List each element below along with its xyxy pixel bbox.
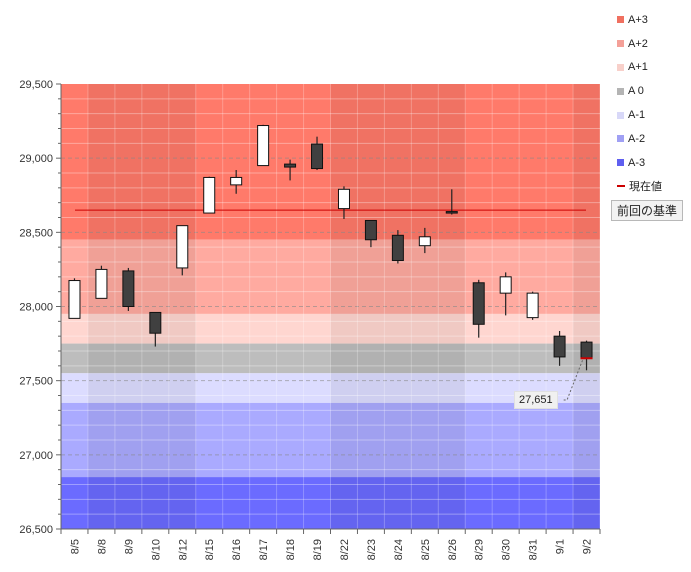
previous-basis-button[interactable]: 前回の基準 (611, 200, 683, 221)
candle-body (337, 188, 350, 210)
x-tick-label: 9/1 (555, 539, 567, 554)
legend-label: A-2 (628, 132, 646, 145)
legend-item-a-plus-3[interactable]: A+3 (617, 8, 662, 32)
legend-swatch-a-minus-3 (617, 159, 624, 167)
candle-body (230, 176, 243, 186)
candle-body (364, 219, 377, 241)
x-tick-label: 8/8 (96, 539, 108, 554)
candle-body (391, 234, 404, 262)
x-tick-label: 8/29 (474, 539, 486, 560)
x-tick-label: 8/22 (339, 539, 351, 560)
legend-swatch-a-plus-1 (617, 63, 624, 71)
x-tick-label: 8/18 (285, 539, 297, 560)
legend-item-a-minus-2[interactable]: A-2 (617, 127, 662, 151)
band-aplus3 (61, 84, 600, 240)
x-tick-label: 8/15 (204, 539, 216, 560)
x-tick-label: 8/5 (69, 539, 81, 554)
band-a0 (61, 343, 600, 374)
candle-layer (68, 124, 593, 371)
legend-swatch-a-minus-2 (617, 135, 624, 143)
current-price-layer (562, 357, 593, 401)
legend-item-a-plus-1[interactable]: A+1 (617, 56, 662, 80)
candle-body (499, 276, 512, 294)
x-tick-label: 8/25 (420, 539, 432, 560)
x-tick-label: 8/12 (177, 539, 189, 560)
legend-swatch-a-plus-3 (617, 16, 624, 24)
candle-body (472, 282, 485, 325)
current-price-tag: 27,651 (514, 391, 558, 409)
band-aminus3 (61, 477, 600, 529)
legend-swatch-current-price (617, 185, 625, 188)
candle-body (445, 211, 458, 214)
band-aminus2 (61, 402, 600, 478)
legend: A+3 A+2 A+1 A 0 A-1 A-2 A-3 現在値 (617, 8, 662, 198)
candle-body (257, 125, 270, 167)
candle-body (553, 335, 566, 358)
x-tick-label: 8/9 (123, 539, 135, 554)
candle-body (203, 176, 216, 214)
x-tick-label: 9/2 (582, 539, 594, 554)
y-tick-label: 26,500 (19, 524, 53, 536)
legend-label: A+3 (628, 13, 648, 26)
candle-body (418, 236, 431, 247)
legend-label: A 0 (628, 85, 644, 98)
legend-label: A+2 (628, 37, 648, 50)
candle-body (149, 311, 162, 334)
y-tick-label: 29,500 (19, 79, 53, 91)
legend-label: A+1 (628, 61, 648, 74)
x-tick-label: 8/10 (150, 539, 162, 560)
legend-item-current-price[interactable]: 現在値 (617, 175, 662, 199)
legend-label: 現在値 (629, 181, 662, 194)
y-tick-label: 27,000 (19, 450, 53, 462)
x-tick-label: 8/17 (258, 539, 270, 560)
x-tick-label: 8/24 (393, 539, 405, 560)
grid-layer (60, 84, 601, 529)
y-tick-label: 28,000 (19, 302, 53, 314)
legend-item-a-plus-2[interactable]: A+2 (617, 32, 662, 56)
legend-item-a-minus-1[interactable]: A-1 (617, 103, 662, 127)
candle-body (122, 270, 135, 307)
current-price-leader (562, 360, 583, 401)
candle-body (526, 292, 539, 319)
x-tick-label: 8/31 (528, 539, 540, 560)
x-tick-label: 8/23 (366, 539, 378, 560)
x-tick-label: 8/30 (501, 539, 513, 560)
y-tick-label: 27,500 (19, 376, 53, 388)
legend-item-a-minus-3[interactable]: A-3 (617, 151, 662, 175)
candle-body (284, 163, 297, 168)
x-tick-label: 8/26 (447, 539, 459, 560)
legend-swatch-a-plus-2 (617, 40, 624, 48)
legend-swatch-a-0 (617, 87, 624, 95)
candle-body (311, 143, 324, 170)
legend-label: A-3 (628, 156, 646, 169)
candle-body (580, 341, 593, 359)
x-tick-label: 8/19 (312, 539, 324, 560)
candle-body (68, 280, 81, 319)
legend-label: A-1 (628, 109, 646, 122)
legend-item-a-0[interactable]: A 0 (617, 79, 662, 103)
axis-layer: 26,500 27,000 27,500 28,000 28,500 29,000 29,5… (19, 79, 601, 560)
candle-body (176, 225, 189, 269)
candle-body (95, 268, 108, 299)
x-tick-label: 8/16 (231, 539, 243, 560)
y-tick-label: 28,500 (19, 227, 53, 239)
y-tick-label: 29,000 (19, 153, 53, 165)
legend-swatch-a-minus-1 (617, 111, 624, 119)
band-aminus1 (61, 373, 600, 403)
